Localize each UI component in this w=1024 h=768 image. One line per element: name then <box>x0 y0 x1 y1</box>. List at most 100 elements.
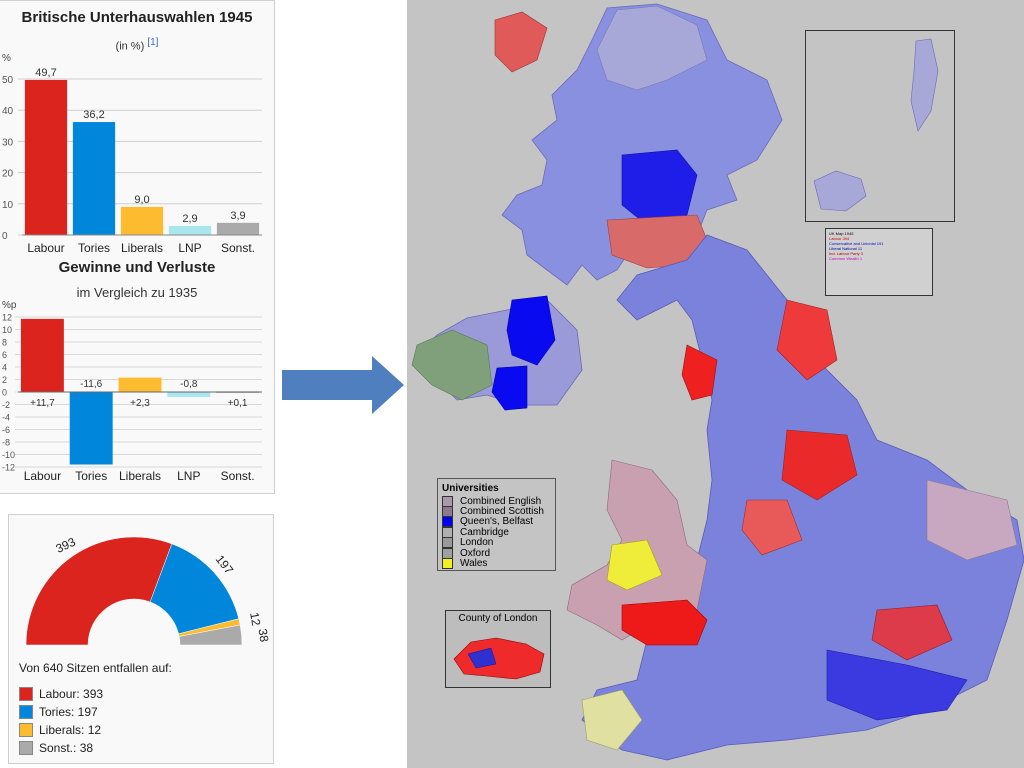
midlands-red <box>741 499 803 556</box>
fermanagh-region <box>411 329 493 401</box>
london-inset: County of London <box>445 610 551 688</box>
wales-university-region <box>606 539 663 591</box>
bar-tories <box>69 392 113 465</box>
right-arrow-icon <box>282 356 404 414</box>
university-label: Combined Scottish <box>460 506 544 518</box>
x-tick-label: Labour <box>27 241 64 255</box>
y-tick-label: 10 <box>2 200 14 211</box>
university-item: Combined Scottish <box>438 506 555 518</box>
university-swatch <box>442 495 453 507</box>
x-tick-label: Tories <box>75 469 107 483</box>
y-tick-label: -10 <box>2 450 15 460</box>
x-tick-label: LNP <box>178 241 201 255</box>
seat-legend-other: Sonst.: 38 <box>19 739 103 757</box>
university-item: London <box>438 537 555 549</box>
y-tick-label: -12 <box>2 463 15 473</box>
inverness-region <box>621 149 698 226</box>
western-isles <box>494 11 548 73</box>
seat-legend-label: Liberals: 12 <box>39 723 102 737</box>
data-label: 49,7 <box>35 67 56 79</box>
map-key-line: Ind. Labour Party 3 <box>829 251 864 256</box>
y-tick-label: 8 <box>2 338 7 348</box>
university-item: Combined English <box>438 495 555 507</box>
y-tick-label: 2 <box>2 375 7 385</box>
y-tick-label: 6 <box>2 350 7 360</box>
bar-labour <box>24 79 68 235</box>
university-item: Queen's, Belfast <box>438 516 555 528</box>
x-tick-label: Sonst. <box>221 469 255 483</box>
y-tick-label: 30 <box>2 137 14 148</box>
slice-label: 38 <box>256 628 272 643</box>
slice-label: 197 <box>213 552 237 577</box>
bar-lnp <box>167 392 211 397</box>
universities-legend: Universities Combined English Combined Sc… <box>437 478 556 571</box>
southeast-blue <box>826 649 968 721</box>
slice-label: 393 <box>54 535 78 556</box>
bar-labour <box>20 318 64 392</box>
south-wales-region <box>621 599 708 646</box>
map-key-line: UK Map 1945 <box>829 231 854 236</box>
university-item: Oxford <box>438 547 555 559</box>
university-label: Cambridge <box>460 526 509 538</box>
chart-subtitle-1: (in %) [1] <box>0 37 274 53</box>
other-swatch <box>19 741 33 755</box>
london-red <box>871 604 953 661</box>
universities-title: Universities <box>442 483 499 494</box>
data-label: -0,8 <box>180 379 198 390</box>
highlands-region <box>596 5 708 91</box>
seat-legend-liberals: Liberals: 12 <box>19 721 103 739</box>
results-panel: Britische Unterhauswahlen 1945 (in %) [1… <box>0 0 275 494</box>
university-swatch <box>442 547 453 559</box>
data-label: +2,3 <box>130 398 150 409</box>
chart-subtitle-2: im Vergleich zu 1935 <box>76 285 198 300</box>
data-label: 2,9 <box>182 213 197 225</box>
slice-sonst <box>178 624 243 646</box>
y-tick-label: -2 <box>2 400 10 410</box>
reference-link[interactable]: [1] <box>147 37 159 48</box>
cornwall-region <box>581 689 643 751</box>
university-label: London <box>460 537 494 549</box>
seat-legend: Labour: 393 Tories: 197 Liberals: 12 Son… <box>19 685 103 757</box>
x-tick-label: Labour <box>24 469 61 483</box>
university-item: Cambridge <box>438 526 555 538</box>
map-key-line: Liberal National 11 <box>829 246 863 251</box>
x-tick-label: Liberals <box>119 469 161 483</box>
university-swatch <box>442 506 453 518</box>
liberals-swatch <box>19 723 33 737</box>
data-label: 36,2 <box>83 109 104 121</box>
university-item: Wales <box>438 558 555 570</box>
slice-tories <box>149 543 240 635</box>
bar-lnp <box>168 225 212 235</box>
university-label: Combined English <box>460 495 542 507</box>
chart-title-2: Gewinne und Verluste <box>58 259 216 276</box>
london-title: County of London <box>458 613 538 624</box>
bar-liberals <box>120 206 164 235</box>
university-label: Wales <box>460 558 488 570</box>
seat-legend-label: Sonst.: 38 <box>39 741 94 755</box>
down-region <box>491 365 528 411</box>
university-swatch <box>442 558 453 570</box>
north-england-red <box>776 299 838 381</box>
map-key-line: Common Wealth 1 <box>829 256 863 261</box>
data-label: 9,0 <box>134 194 149 206</box>
shetland-map <box>813 38 939 212</box>
data-label: 3,9 <box>230 210 245 222</box>
london-map <box>453 637 545 680</box>
y-tick-label: -4 <box>2 413 10 423</box>
seat-legend-tories: Tories: 197 <box>19 703 103 721</box>
east-anglia-region <box>926 479 1018 561</box>
x-tick-label: Liberals <box>121 241 163 255</box>
seat-legend-label: Tories: 197 <box>39 705 98 719</box>
cumbria-region <box>681 344 718 401</box>
bar-tories <box>72 122 116 235</box>
change-chart: %p 12 10 8 6 4 2 0 -2 -4 -6 -8 -10 -12 +11,7 Labour -11,… <box>2 300 262 483</box>
map-key-line: Conservative and Unionist 191 <box>829 241 884 246</box>
bar-sonst <box>216 222 260 235</box>
y-tick-label: 4 <box>2 363 7 373</box>
universities-list: Combined English Combined Scottish Queen's… <box>438 495 555 570</box>
antrim-region <box>506 295 556 366</box>
seats-panel: 393 197 12 38 Von 640 Sitzen entfallen auf:… <box>8 514 274 764</box>
data-label: +11,7 <box>30 398 55 409</box>
chart-title-1: Britische Unterhauswahlen 1945 <box>21 9 253 26</box>
